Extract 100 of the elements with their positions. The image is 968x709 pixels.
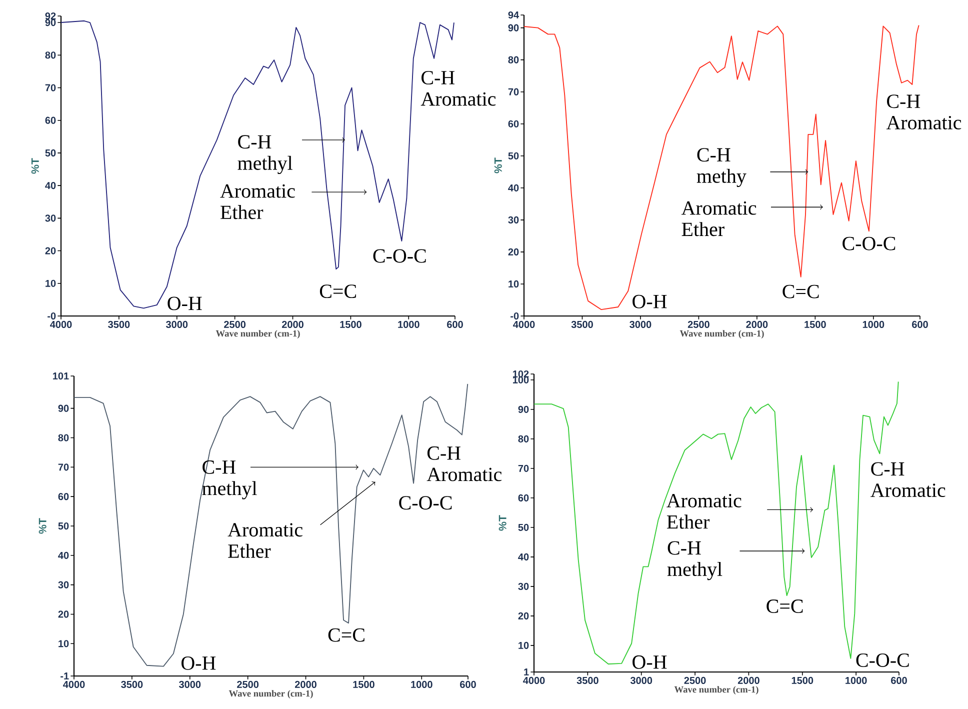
x-tick-label: 4000 [513,320,535,328]
x-tick-label: 4000 [50,320,72,328]
y-tick-label: 50 [508,152,519,160]
annotation: C-H Aromatic [870,462,946,498]
y-tick-label: 70 [508,88,519,96]
y-tick-label: 60 [45,116,56,124]
y-tick-label: 10 [508,280,519,288]
y-tick-label: 90 [58,404,69,412]
y-tick-label: 90 [45,18,56,26]
annotation: Aromatic Ether [666,494,742,529]
y-axis-title: %T [38,518,46,534]
y-tick-label: 50 [58,522,69,530]
x-tick-label: 1500 [340,320,362,328]
y-tick-label: 10 [58,640,69,648]
y-axis-title: %T [31,158,39,174]
x-axis-title: Wave number (cm-1) [680,330,764,339]
x-tick-label: 2500 [688,320,710,328]
x-tick-label: 1000 [398,320,420,328]
y-tick-label: 60 [518,494,529,502]
y-tick-label: 40 [518,553,529,560]
annotation: Aromatic Ether [220,184,295,220]
x-tick-label: 1500 [792,676,814,684]
x-tick-label: 1500 [804,320,826,328]
y-tick-label: -0 [48,312,56,320]
x-tick-label: 1000 [846,676,867,684]
annotation: C-H methy [696,148,746,188]
y-tick-label: 40 [508,184,519,192]
y-tick-label: 10 [46,280,56,287]
y-tick-label: 90 [518,406,529,413]
x-tick-label: 4000 [523,676,545,684]
y-tick-label: 80 [508,56,519,64]
y-tick-label: 70 [45,84,56,92]
x-tick-label: 600 [460,680,476,688]
annotation: O-H [182,656,216,670]
y-tick-label: -0 [510,312,519,320]
y-tick-label: 80 [45,52,56,59]
y-tick-label: -1 [60,672,69,680]
annotation: C-H Aromatic [420,71,496,106]
y-tick-label: 90 [508,24,519,32]
x-tick-label: 1000 [411,680,432,688]
y-tick-label: 50 [45,149,56,156]
x-tick-label: 3500 [571,320,593,328]
annotation: C-H methyl [238,135,292,174]
y-axis-title: %T [498,515,506,531]
annotation: C-H Aromatic [426,446,502,482]
annotation: O-H [632,655,667,669]
annotation: C-O-C [856,654,909,667]
y-tick-label: 94 [508,11,520,19]
x-tick-label: 3500 [576,676,598,684]
x-tick-label: 3000 [630,320,652,328]
y-tick-label: 30 [45,214,56,222]
y-tick-label: 70 [518,464,529,472]
x-tick-label: 600 [447,320,463,328]
y-tick-label: 40 [58,552,69,559]
x-tick-label: 3000 [630,676,652,684]
x-tick-label: 1000 [862,320,884,328]
y-tick-label: 80 [518,435,529,442]
annotation: O-H [168,296,202,310]
y-tick-label: 30 [58,581,69,588]
annotation: C=C [328,628,364,642]
x-tick-label: 4000 [63,680,85,688]
annotation: C-O-C [842,236,896,250]
y-tick-label: 20 [45,247,56,254]
annotation: C=C [766,600,803,613]
y-tick-label: 80 [58,434,69,442]
y-tick-label: 10 [518,642,529,649]
annotation: C-O-C [373,249,426,263]
x-tick-label: 1500 [353,680,374,688]
x-tick-label: 3000 [178,680,201,688]
x-tick-label: 2000 [282,320,304,328]
annotation: Aromatic Ether [681,201,756,236]
y-tick-label: 30 [518,582,529,590]
x-axis-title: Wave number (cm-1) [674,686,758,695]
annotation: C=C [782,284,819,298]
x-axis-title: Wave number (cm-1) [228,690,313,699]
y-tick-label: 101 [53,372,69,380]
x-tick-label: 3500 [108,320,130,328]
annotation: Aromatic Ether [228,523,302,558]
y-tick-label: 50 [518,524,529,531]
y-tick-label: 20 [58,610,69,618]
y-tick-label: 92 [45,12,56,20]
x-tick-label: 3000 [166,320,188,328]
y-tick-label: 70 [58,464,69,471]
y-tick-label: 1 [524,668,529,676]
y-tick-label: 20 [518,612,529,620]
x-tick-label: 2000 [738,676,760,684]
annotation: C-H Aromatic [886,94,962,130]
x-tick-label: 3500 [121,680,143,688]
y-tick-label: 20 [508,248,519,256]
x-tick-label: 2500 [237,680,259,688]
y-tick-label: 60 [58,493,69,500]
y-axis-title: %T [494,158,502,174]
x-tick-label: 2000 [746,320,768,328]
x-tick-label: 2000 [294,680,316,688]
y-tick-label: 30 [508,216,519,224]
annotation: O-H [632,294,667,308]
annotation: C-O-C [399,496,452,510]
x-tick-label: 600 [912,320,928,328]
annotation: C=C [320,284,356,298]
x-tick-label: 2500 [684,676,706,684]
